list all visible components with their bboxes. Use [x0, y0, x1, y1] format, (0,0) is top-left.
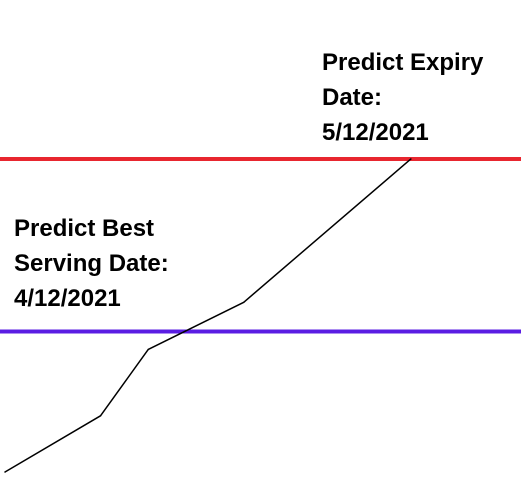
expiry-label-line: 5/12/2021 — [322, 119, 429, 146]
best-serving-label-line: 4/12/2021 — [14, 285, 121, 312]
series-point — [147, 348, 149, 351]
expiry-label-line: Predict Expiry — [322, 49, 484, 76]
expiry-label-line: Date: — [322, 84, 382, 111]
series-point — [4, 471, 6, 473]
series-line — [4, 158, 412, 473]
threshold-labels: Predict Expiry Date: 5/12/2021 Predict Best… — [14, 49, 484, 312]
series-point — [99, 415, 102, 417]
series-point — [410, 158, 412, 160]
best-serving-label: Predict Best Serving Date: 4/12/2021 — [14, 215, 169, 312]
series-point — [243, 301, 245, 304]
threshold-lines — [0, 156, 521, 334]
best-serving-label-line: Predict Best — [14, 215, 154, 242]
best-serving-label-line: Serving Date: — [14, 250, 169, 277]
expiry-label: Predict Expiry Date: 5/12/2021 — [322, 49, 484, 146]
series-group — [4, 158, 412, 473]
